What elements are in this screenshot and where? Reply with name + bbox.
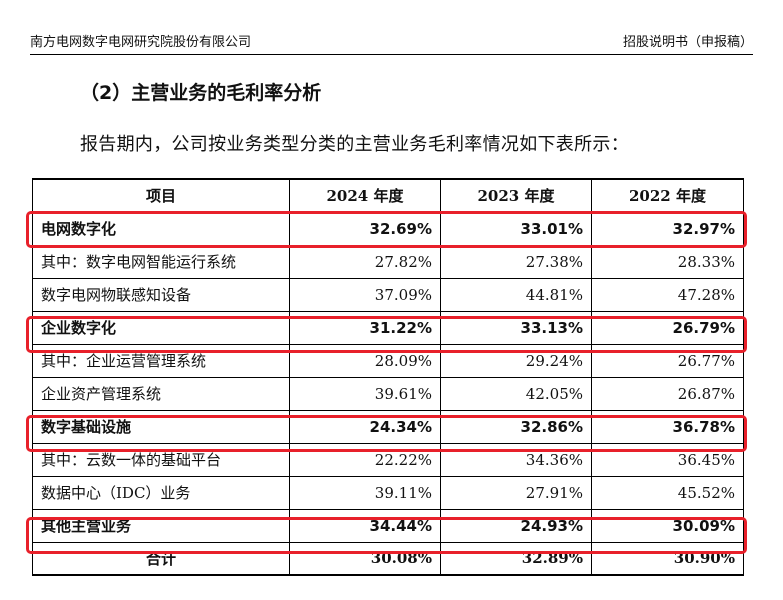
table-row: 电网数字化 32.69% 33.01% 32.97%	[32, 211, 744, 246]
header-2022: 2022 年度	[591, 178, 744, 213]
table-header-row: 项目 2024 年度 2023 年度 2022 年度	[32, 178, 744, 213]
header-2024: 2024 年度	[289, 178, 441, 213]
table-row: 数字基础设施 24.34% 32.86% 36.78%	[32, 409, 744, 444]
table-row: 企业资产管理系统 39.61% 42.05% 26.87%	[32, 376, 744, 411]
value-2023: 24.93%	[440, 508, 592, 543]
gross-margin-table: 项目 2024 年度 2023 年度 2022 年度 电网数字化 32.69% …	[32, 178, 744, 576]
value-2024: 39.11%	[289, 475, 441, 510]
value-2023: 29.24%	[440, 343, 592, 378]
value-2023: 32.89%	[440, 541, 592, 576]
company-name: 南方电网数字电网研究院股份有限公司	[30, 35, 252, 50]
gross-margin-table-container: 项目 2024 年度 2023 年度 2022 年度 电网数字化 32.69% …	[32, 178, 744, 576]
header-2023: 2023 年度	[440, 178, 592, 213]
value-2022: 26.77%	[591, 343, 744, 378]
value-2023: 44.81%	[440, 277, 592, 312]
total-row: 合计 30.08% 32.89% 30.90%	[32, 541, 744, 576]
value-2023: 42.05%	[440, 376, 592, 411]
value-2022: 36.45%	[591, 442, 744, 477]
value-2024: 34.44%	[289, 508, 441, 543]
value-2024: 24.34%	[289, 409, 441, 444]
row-item: 数据中心（IDC）业务	[32, 475, 290, 510]
row-item: 企业资产管理系统	[32, 376, 290, 411]
value-2024: 37.09%	[289, 277, 441, 312]
value-2022: 32.97%	[591, 211, 744, 246]
table-row: 其中：云数一体的基础平台 22.22% 34.36% 36.45%	[32, 442, 744, 477]
table-row: 数据中心（IDC）业务 39.11% 27.91% 45.52%	[32, 475, 744, 510]
value-2022: 26.79%	[591, 310, 744, 345]
row-item: 数字电网物联感知设备	[32, 277, 290, 312]
value-2023: 32.86%	[440, 409, 592, 444]
row-item: 其中：云数一体的基础平台	[32, 442, 290, 477]
value-2024: 31.22%	[289, 310, 441, 345]
section-heading: （2）主营业务的毛利率分析	[80, 82, 322, 104]
row-item: 企业数字化	[32, 310, 290, 345]
value-2023: 27.91%	[440, 475, 592, 510]
value-2023: 33.01%	[440, 211, 592, 246]
intro-paragraph: 报告期内，公司按业务类型分类的主营业务毛利率情况如下表所示：	[80, 134, 629, 155]
row-item: 其中：企业运营管理系统	[32, 343, 290, 378]
header-item: 项目	[32, 178, 290, 213]
value-2024: 28.09%	[289, 343, 441, 378]
value-2023: 27.38%	[440, 244, 592, 279]
row-item: 其中：数字电网智能运行系统	[32, 244, 290, 279]
row-item: 数字基础设施	[32, 409, 290, 444]
value-2024: 30.08%	[289, 541, 441, 576]
value-2022: 26.87%	[591, 376, 744, 411]
value-2022: 30.90%	[591, 541, 744, 576]
table-row: 其中：企业运营管理系统 28.09% 29.24% 26.77%	[32, 343, 744, 378]
table-row: 企业数字化 31.22% 33.13% 26.79%	[32, 310, 744, 345]
row-item: 电网数字化	[32, 211, 290, 246]
table-row: 其中：数字电网智能运行系统 27.82% 27.38% 28.33%	[32, 244, 744, 279]
table-row: 其他主营业务 34.44% 24.93% 30.09%	[32, 508, 744, 543]
row-item: 合计	[32, 541, 290, 576]
value-2022: 36.78%	[591, 409, 744, 444]
value-2022: 30.09%	[591, 508, 744, 543]
page-header: 南方电网数字电网研究院股份有限公司 招股说明书（申报稿）	[30, 28, 753, 55]
value-2022: 28.33%	[591, 244, 744, 279]
value-2024: 27.82%	[289, 244, 441, 279]
value-2022: 47.28%	[591, 277, 744, 312]
value-2024: 22.22%	[289, 442, 441, 477]
value-2022: 45.52%	[591, 475, 744, 510]
value-2024: 32.69%	[289, 211, 441, 246]
value-2023: 34.36%	[440, 442, 592, 477]
document-type: 招股说明书（申报稿）	[622, 35, 753, 50]
value-2023: 33.13%	[440, 310, 592, 345]
table-row: 数字电网物联感知设备 37.09% 44.81% 47.28%	[32, 277, 744, 312]
value-2024: 39.61%	[289, 376, 441, 411]
row-item: 其他主营业务	[32, 508, 290, 543]
